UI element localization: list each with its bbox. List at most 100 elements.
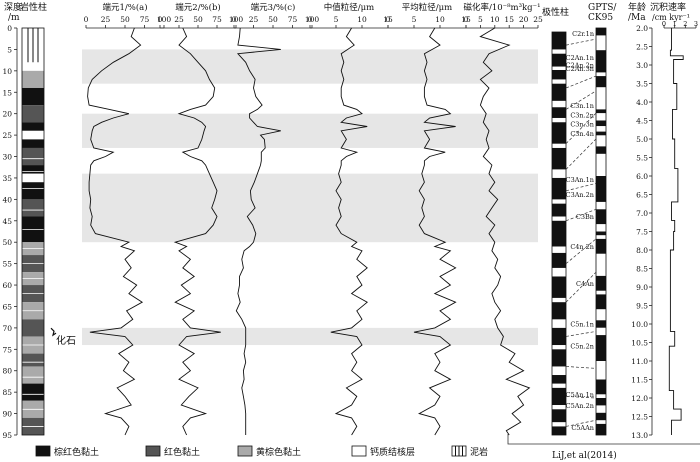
chron-label: C2An.3n [566, 65, 594, 73]
lithology-layer [22, 182, 44, 200]
depth-tick-label: 30 [2, 153, 12, 162]
panel-tick-label: 25 [533, 15, 543, 24]
chron-label: C5n.2n [570, 343, 594, 351]
panel-series [479, 27, 531, 436]
gpts-reversed [596, 113, 606, 121]
chron-label: C3n.4n [570, 130, 594, 138]
gpts-reversed [596, 201, 606, 210]
gpts-reversed [596, 253, 606, 276]
panel-tick-label: 10 [490, 15, 500, 24]
panel: 磁化率/10⁻⁸m³kg⁻¹ 0 5 10 15 20 25 [463, 2, 543, 436]
age-tick-label: 5.0 [636, 135, 648, 144]
panel-tick-label: 0 [308, 15, 313, 24]
legend-swatch [35, 445, 51, 457]
panel-series [173, 27, 221, 436]
panel-tick-label: 20 [519, 15, 529, 24]
legend-swatch [351, 445, 367, 457]
gpts-reversed [596, 361, 606, 380]
age-tick-label: 4.5 [636, 117, 648, 126]
legend: 棕红色黏土 红色黏土 黄棕色黏土 钙质结核层 泥岩 [35, 445, 488, 458]
polarity-reversed [552, 199, 566, 204]
chron-label: C2An.2n [566, 62, 594, 70]
age-tick-label: 2.5 [636, 43, 648, 52]
panel-tick-label: 15 [504, 15, 514, 24]
age-tick-label: 9.0 [636, 283, 648, 292]
polarity-reversed [552, 383, 566, 388]
depth-axis-unit: /m [8, 13, 20, 23]
gpts-reversed [596, 126, 606, 132]
age-tick-label: 4.0 [636, 98, 648, 107]
gpts-reversed [596, 153, 606, 176]
gpts-reversed [596, 35, 606, 51]
panel-tick-label: 75 [288, 15, 298, 24]
depth-tick-label: 75 [2, 345, 12, 354]
polarity-reversed [552, 143, 566, 148]
panel-tick-label: 25 [101, 15, 111, 24]
panel-title: 磁化率/10⁻⁸m³kg⁻¹ [463, 2, 540, 13]
tie-line [565, 75, 597, 89]
panel-tick-label: 0 [232, 15, 237, 24]
legend-label: 泥岩 [470, 446, 488, 458]
lithology-layer [22, 383, 44, 401]
polarity-reversed [552, 79, 566, 84]
age-tick-label: 6.5 [636, 191, 648, 200]
panel: 端元2/%(b) 0 25 50 75 100 [158, 2, 243, 436]
age-tick-label: 13.0 [631, 431, 648, 440]
depth-tick-label: 20 [2, 110, 12, 119]
chron-label: C3An.1n [566, 176, 594, 184]
depth-tick-label: 5 [7, 45, 12, 54]
reference-bracket [507, 434, 700, 445]
sed-rate-tick-label: 2 [683, 20, 687, 28]
panel-tick-label: 15 [461, 15, 471, 24]
legend-label: 钙质结核层 [370, 446, 415, 458]
panel-series [87, 27, 144, 436]
lithology-header: 岩性柱 [20, 1, 47, 13]
panel-title: 端元2/%(b) [175, 2, 220, 13]
lithology-layer [22, 105, 44, 123]
lithology-layer [22, 319, 44, 337]
gpts-header: GPTS/ [588, 3, 617, 13]
panel-title: 端元3/%(c) [251, 2, 296, 13]
chron-label: C3n.1n [570, 102, 594, 110]
gpts-reversed [596, 309, 606, 321]
gpts-reversed [596, 290, 606, 295]
chron-label: C3n.2n [570, 111, 594, 119]
panel-tick-label: 50 [120, 15, 130, 24]
panel-tick-label: 75 [212, 15, 222, 24]
sed-rate-series [668, 28, 684, 435]
shaded-interval [82, 113, 538, 148]
polarity-reversed [552, 366, 566, 376]
panel-tick-label: 0 [84, 15, 89, 24]
gpts-reversed [596, 135, 606, 147]
panel-tick-label: 0 [464, 15, 469, 24]
lithology-layer [22, 147, 44, 166]
polarity-reversed [552, 405, 566, 410]
gpts-reversed [596, 327, 606, 336]
lithology-layer [22, 87, 44, 106]
tie-line [565, 271, 597, 303]
tie-line [565, 238, 597, 264]
sed-rate-tick-label: 3 [694, 20, 698, 28]
age-axis-label: 年龄 [628, 1, 646, 13]
legend-label: 黄棕色黏土 [256, 446, 301, 458]
depth-tick-label: 15 [2, 88, 12, 97]
lithology-layer [22, 122, 44, 131]
panel: 平均粒径/μm 0 5 10 15 [386, 2, 471, 436]
depth-tick-label: 55 [2, 260, 12, 269]
age-tick-label: 2.0 [636, 24, 648, 33]
gpts-reversed [596, 72, 606, 77]
panel-tick-label: 10 [435, 15, 445, 24]
chron-label: C2An.1n [566, 54, 594, 62]
panel-tick-label: 15 [383, 15, 393, 24]
age-tick-label: 9.5 [636, 302, 648, 311]
tie-lines [565, 38, 597, 427]
panel: 中值粒径/μm 0 5 10 15 [308, 2, 393, 436]
tie-line [565, 112, 597, 144]
panel-tick-label: 50 [268, 15, 278, 24]
depth-tick-label: 50 [2, 238, 12, 247]
depth-tick-label: 90 [2, 410, 12, 419]
depth-tick-label: 85 [2, 388, 12, 397]
age-tick-label: 10.0 [631, 320, 648, 329]
age-tick-label: 7.0 [636, 209, 648, 218]
age-tick-label: 11.5 [631, 376, 648, 385]
